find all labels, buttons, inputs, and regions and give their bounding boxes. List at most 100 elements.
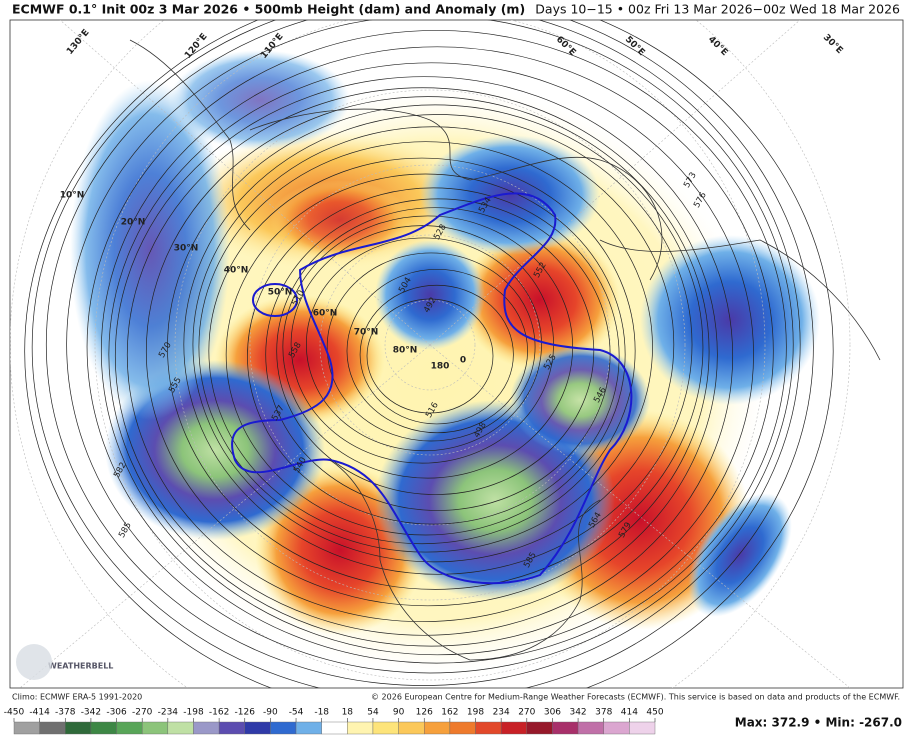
colorbar-swatch (347, 721, 374, 735)
colorbar-swatch (65, 721, 92, 735)
shade (70, 80, 230, 420)
latitude-label: 10°N (60, 191, 85, 201)
latitude-label: 30°N (174, 244, 199, 254)
colorbar-swatch (295, 721, 322, 735)
colorbar-swatch (13, 721, 40, 735)
shade (170, 50, 350, 150)
colorbar-swatch (500, 721, 528, 735)
latitude-label: 80°N (393, 346, 418, 356)
shade (510, 345, 650, 455)
copyright: © 2026 European Centre for Medium-Range … (371, 693, 900, 702)
colorbar-swatch (526, 721, 553, 735)
latitude-label: 50°N (268, 288, 293, 298)
colorbar-swatch (193, 721, 220, 735)
logo-mark (16, 644, 52, 680)
colorbar-swatch (270, 721, 297, 735)
colorbar-swatch (116, 721, 143, 735)
contour-line (183, 114, 693, 575)
contour-line (31, 20, 814, 688)
shade (270, 180, 410, 260)
contour-line (208, 157, 636, 545)
colorbar-swatch (218, 721, 245, 735)
coastlines (129, 39, 881, 661)
colorbar-label: 54 (367, 708, 379, 718)
colorbar-swatch (321, 721, 348, 735)
colorbar-label: 18 (342, 708, 354, 718)
contour-540 (231, 192, 633, 585)
colorbar-label: 90 (393, 708, 405, 718)
colorbar-label: -378 (55, 708, 76, 718)
shade (688, 493, 792, 617)
colorbar-label: -18 (314, 708, 329, 718)
colorbar-label: 126 (416, 708, 433, 718)
title: ECMWF 0.1° Init 00z 3 Mar 2026 • 500mb H… (12, 2, 525, 17)
colorbar-label: 378 (595, 708, 612, 718)
colorbar-label: -450 (4, 708, 25, 718)
colorbar-label: -270 (132, 708, 153, 718)
colorbar-swatch (449, 721, 476, 735)
contour-line (86, 30, 787, 664)
contour-line (46, 20, 801, 686)
colorbar-label: 270 (518, 708, 535, 718)
colorbar-swatch (603, 721, 630, 735)
colorbar-swatch (90, 721, 117, 735)
contour-line (167, 104, 704, 590)
colorbar-swatch (424, 721, 451, 735)
colorbar-swatch (577, 721, 604, 735)
map-layer (10, 20, 881, 688)
contour-line (359, 284, 514, 425)
colorbar-label: -198 (183, 708, 204, 718)
colorbar-label: -414 (29, 708, 50, 718)
latitude-label: 40°N (224, 266, 249, 276)
colorbar-label: 306 (544, 708, 561, 718)
colorbar-swatch (39, 721, 66, 735)
contour-line (305, 237, 542, 452)
climo-note: Climo: ECMWF ERA-5 1991-2020 (12, 693, 142, 702)
contour-line (346, 268, 528, 434)
colorbar-swatch (167, 721, 194, 735)
contour-line (192, 126, 675, 563)
contour-540 (252, 283, 298, 317)
extremes: Max: 372.9 • Min: -267.0 (735, 716, 902, 730)
contour-line (126, 87, 718, 623)
colorbar-label: -54 (289, 708, 304, 718)
colorbar-swatch (629, 721, 656, 735)
contour-line (24, 20, 834, 688)
contour-line (225, 173, 626, 536)
contour-line (198, 141, 653, 553)
latitude-label: 20°N (121, 218, 146, 228)
colorbar-swatch (372, 721, 399, 735)
logo: WEATHERBELL (48, 662, 113, 671)
colorbar-label: 198 (467, 708, 484, 718)
contour-line (326, 252, 536, 442)
colorbar-label: -126 (235, 708, 256, 718)
colorbar-swatch (398, 721, 425, 735)
contour-line (66, 20, 794, 674)
latitude-label: 60°N (313, 309, 338, 319)
contour-line (366, 298, 494, 414)
colorbar-label: -162 (209, 708, 229, 718)
colorbar-swatch (552, 721, 579, 735)
latitude-label: 70°N (354, 328, 379, 338)
contour-line (100, 46, 774, 656)
shade (375, 240, 485, 350)
contour-line (276, 207, 595, 495)
colorbar-label: 342 (569, 708, 586, 718)
colorbar-swatch (244, 721, 271, 735)
shade (460, 230, 620, 370)
valid-time: Days 10−15 • 00z Fri 13 Mar 2026−00z Wed… (535, 2, 900, 17)
colorbar-swatch (141, 721, 169, 735)
contour-line (247, 187, 620, 525)
contour-line (145, 96, 710, 607)
colorbar-label: 414 (621, 708, 638, 718)
contour-line (114, 76, 734, 636)
longitude-label: 0 (460, 356, 466, 366)
longitude-label: 180 (431, 362, 450, 372)
colorbar-label: 234 (493, 708, 510, 718)
colorbar-swatch (475, 721, 502, 735)
colorbar-label: -234 (158, 708, 179, 718)
colorbar-label: -342 (81, 708, 101, 718)
shade (420, 135, 600, 255)
